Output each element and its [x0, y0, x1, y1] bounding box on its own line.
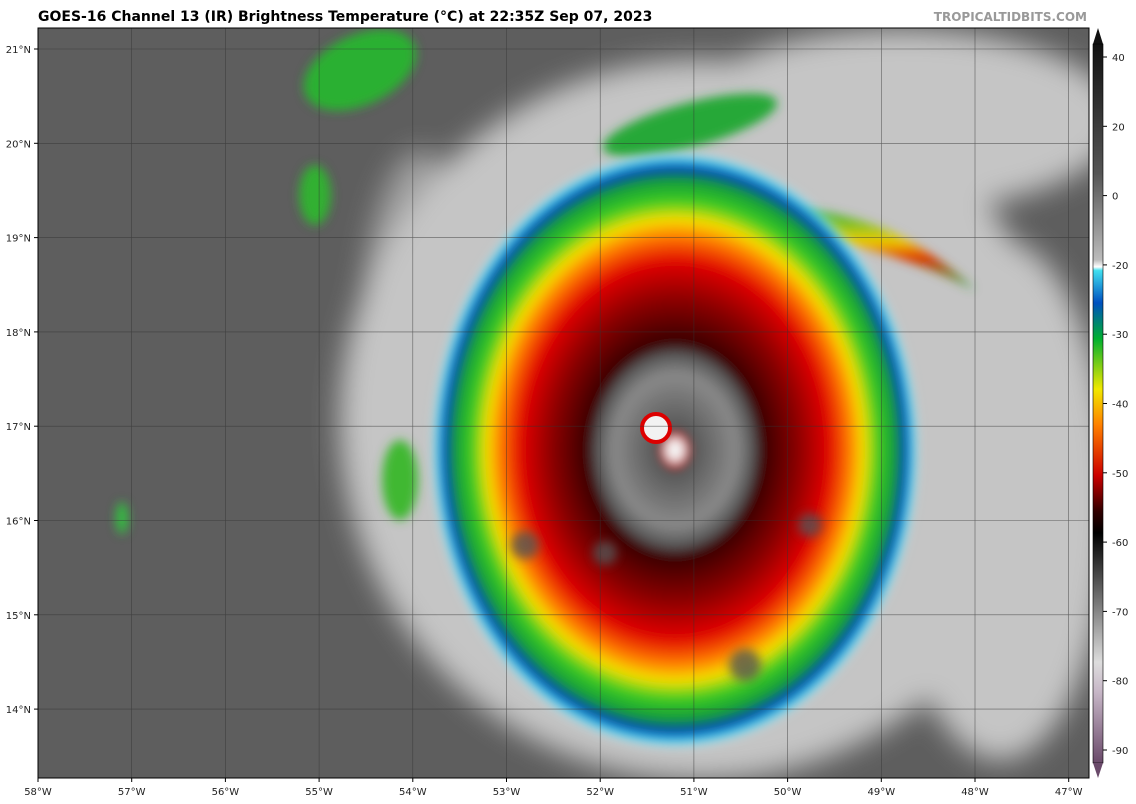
colorbar-label: -80	[1112, 677, 1128, 688]
lon-label: 52°W	[586, 787, 614, 798]
lon-label: 55°W	[305, 787, 333, 798]
lon-label: 58°W	[24, 787, 52, 798]
colorbar-label: -70	[1112, 607, 1128, 618]
lat-label: 15°N	[6, 611, 31, 622]
graticule	[38, 28, 1089, 778]
colorbar-label: -40	[1112, 400, 1128, 411]
lat-label: 18°N	[6, 328, 31, 339]
colorbar-label: -30	[1112, 330, 1128, 341]
lat-label: 19°N	[6, 234, 31, 245]
lon-label: 49°W	[867, 787, 895, 798]
credit: TROPICALTIDBITS.COM	[934, 10, 1087, 24]
colorbar	[1092, 28, 1104, 778]
lat-label: 21°N	[6, 45, 31, 56]
lon-label: 51°W	[680, 787, 708, 798]
colorbar-label: -50	[1112, 469, 1128, 480]
colorbar-label: -90	[1112, 746, 1128, 757]
lat-label: 16°N	[6, 517, 31, 528]
lon-label: 56°W	[212, 787, 240, 798]
colorbar-label: -60	[1112, 538, 1128, 549]
lat-label: 14°N	[6, 705, 31, 716]
imagery	[38, 28, 1089, 778]
lat-label: 17°N	[6, 422, 31, 433]
labels: 21°N 20°N 19°N 18°N 17°N 16°N 15°N 14°N 58°W 57°W…	[6, 45, 1129, 798]
lon-label: 53°W	[493, 787, 521, 798]
lon-label: 54°W	[399, 787, 427, 798]
title: GOES-16 Channel 13 (IR) Brightness Tempe…	[38, 9, 652, 25]
map-frame	[37, 27, 1090, 779]
lon-label: 57°W	[118, 787, 146, 798]
colorbar-label: 0	[1112, 192, 1118, 203]
lat-label: 20°N	[6, 139, 31, 150]
lon-label: 47°W	[1055, 787, 1083, 798]
colorbar-label: -20	[1112, 261, 1128, 272]
colorbar-label: 40	[1112, 53, 1125, 64]
colorbar-label: 20	[1112, 122, 1125, 133]
lon-label: 50°W	[774, 787, 802, 798]
lon-label: 48°W	[961, 787, 989, 798]
